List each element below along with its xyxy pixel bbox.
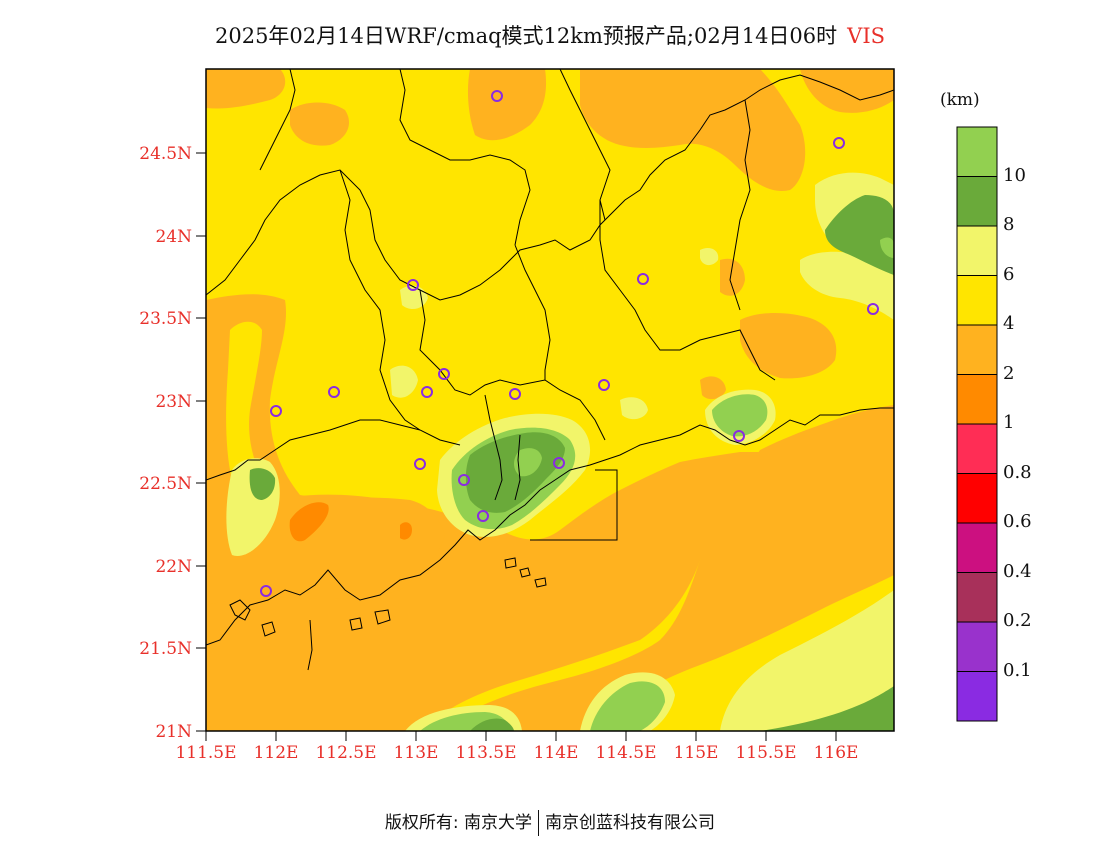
- city-marker: [637, 273, 649, 285]
- field-darkorange-small: [400, 522, 412, 540]
- colorbar-swatch: [956, 324, 998, 375]
- colorbar-label: 10: [1003, 164, 1026, 186]
- colorbar-swatch: [956, 374, 998, 425]
- lon-label: 115E: [674, 743, 719, 763]
- city-marker: [598, 379, 610, 391]
- islands: [229, 557, 547, 671]
- field-lightgreen-prd-center: [514, 448, 542, 477]
- footer-company: 南京创蓝科技有限公司: [545, 813, 716, 833]
- city-marker: [733, 430, 745, 442]
- field-darkgreen-sw-bottom: [470, 718, 514, 731]
- field-lightgreen-ne: [880, 237, 894, 258]
- lat-label: 23.5N: [139, 309, 192, 329]
- axis-ticks: [196, 152, 837, 741]
- field-yellow-west-inner: [226, 321, 270, 496]
- map-field: [206, 69, 894, 731]
- footer: 版权所有: 南京大学 南京创蓝科技有限公司: [0, 808, 1100, 836]
- lat-label: 21.5N: [139, 639, 192, 659]
- city-marker: [833, 137, 845, 149]
- colorbar-swatch: [956, 473, 998, 524]
- province-border: [206, 74, 894, 301]
- lat-label: 23N: [155, 392, 192, 412]
- city-marker: [407, 279, 419, 291]
- footer-copyright: 版权所有: 南京大学: [384, 813, 533, 833]
- field-green-sea-south-inner: [590, 681, 665, 731]
- lon-label: 113.5E: [455, 743, 516, 763]
- colorbar-swatch: [956, 671, 998, 722]
- colorbar-swatch: [956, 522, 998, 573]
- lat-label: 24N: [155, 227, 192, 247]
- lon-label: 112E: [254, 743, 299, 763]
- lon-label: 115.5E: [735, 743, 796, 763]
- lat-label: 24.5N: [139, 144, 192, 164]
- lon-label: 112.5E: [315, 743, 376, 763]
- colorbar-swatch: [956, 126, 998, 177]
- title-main: 2025年02月14日WRF/cmaq模式12km预报产品;02月14日06时: [214, 24, 838, 48]
- map-title: 2025年02月14日WRF/cmaq模式12km预报产品;02月14日06时 V…: [0, 20, 1100, 50]
- footer-separator: [538, 810, 540, 836]
- colorbar-swatch: [956, 621, 998, 672]
- colorbar-swatch: [956, 176, 998, 227]
- colorbar-label: 8: [1003, 214, 1015, 235]
- map-frame: [205, 68, 895, 732]
- lat-label: 21N: [155, 722, 192, 742]
- city-marker: [270, 405, 282, 417]
- colorbar-label: 0.6: [1003, 511, 1032, 532]
- colorbar-label: 0.1: [1003, 659, 1032, 681]
- city-marker: [491, 90, 503, 102]
- lon-label: 116E: [814, 743, 859, 763]
- field-green-east: [712, 394, 768, 437]
- lat-label: 22.5N: [139, 474, 192, 494]
- colorbar-swatch: [956, 423, 998, 474]
- lon-label: 114.5E: [595, 743, 656, 763]
- colorbar-unit: (km): [940, 90, 980, 110]
- field-darkorange-west: [289, 502, 329, 542]
- lon-label: 113E: [394, 743, 439, 763]
- field-green-se: [760, 686, 894, 731]
- city-marker: [421, 386, 433, 398]
- colorbar-label: 4: [1003, 313, 1015, 334]
- lon-label: 114E: [534, 743, 579, 763]
- city-markers: [260, 90, 879, 597]
- lon-label: 111.5E: [175, 743, 236, 763]
- city-marker: [477, 510, 489, 522]
- colorbar-label: 0.2: [1003, 610, 1032, 631]
- city-marker: [438, 368, 450, 380]
- colorbar-label: 2: [1003, 362, 1015, 384]
- field-darkgreen-prd: [465, 432, 565, 513]
- colorbar-label: 0.8: [1003, 461, 1032, 483]
- colorbar-label: 6: [1003, 263, 1015, 285]
- county-borders: [206, 69, 776, 541]
- city-marker: [458, 474, 470, 486]
- colorbar-swatch: [956, 275, 998, 326]
- colorbar-label: 0.4: [1003, 560, 1032, 582]
- field-green-ne: [825, 195, 894, 275]
- lat-label: 22N: [155, 557, 192, 577]
- colorbar: [956, 126, 998, 722]
- colorbar-swatch: [956, 225, 998, 276]
- city-marker: [509, 388, 521, 400]
- colorbar-swatch: [956, 572, 998, 623]
- coastline: [206, 407, 894, 646]
- city-marker: [328, 386, 340, 398]
- lat-labels: 24.5N 24N 23.5N 23N 22.5N 22N 21.5N 21N: [139, 144, 192, 742]
- title-variable: VIS: [847, 24, 886, 48]
- map-boundaries: [206, 69, 894, 671]
- city-marker: [867, 303, 879, 315]
- lon-labels: 111.5E 112E 112.5E 113E 113.5E 114E 114.…: [175, 743, 858, 763]
- colorbar-label: 1: [1003, 412, 1015, 433]
- field-lightyellow-se: [720, 590, 894, 731]
- city-marker: [414, 458, 426, 470]
- city-marker: [553, 457, 565, 469]
- field-orange-south: [206, 405, 894, 731]
- field-green-west: [249, 468, 276, 500]
- city-marker: [260, 585, 272, 597]
